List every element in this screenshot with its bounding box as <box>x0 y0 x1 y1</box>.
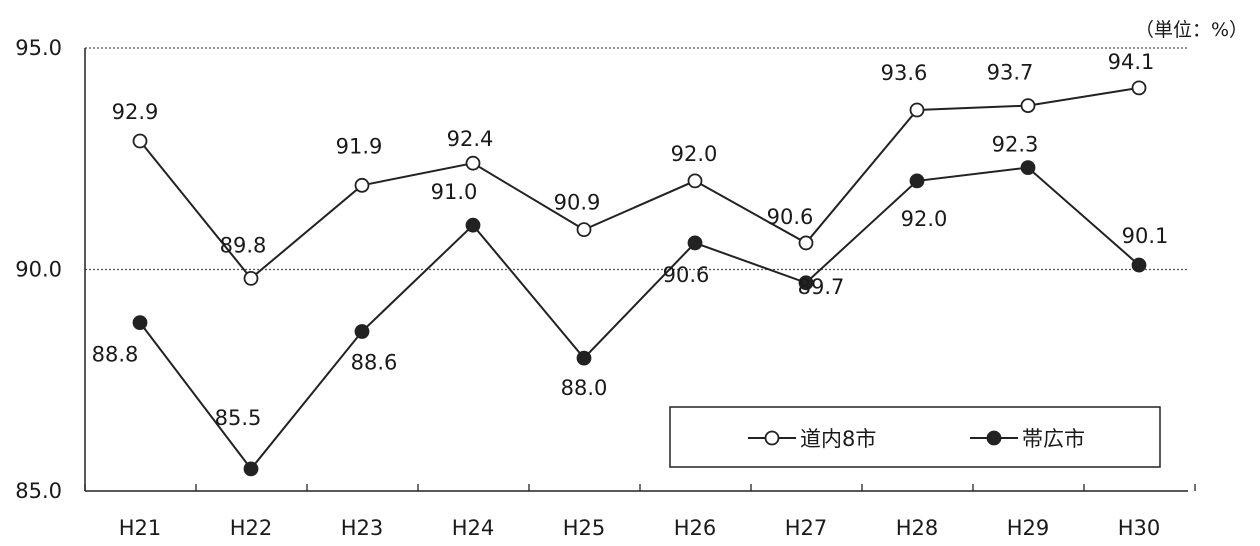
legend-marker-filled <box>986 430 1002 446</box>
x-tick-label: H27 <box>785 516 828 540</box>
data-label-dounai-8shi: 90.6 <box>767 205 814 229</box>
data-label-obihiro: 89.7 <box>798 275 845 299</box>
series-dounai-8shi <box>132 80 1147 286</box>
point-marker-open <box>1131 80 1147 96</box>
point-marker-open <box>576 222 592 238</box>
point-marker-open <box>909 102 925 118</box>
data-label-dounai-8shi: 93.6 <box>881 61 928 85</box>
point-marker-open <box>465 155 481 171</box>
point-marker-filled <box>243 461 259 477</box>
data-label-obihiro: 85.5 <box>215 406 262 430</box>
series-obihiro <box>132 160 1147 477</box>
legend-label-dounai-8shi: 道内8市 <box>800 427 876 451</box>
point-marker-open <box>1020 98 1036 113</box>
data-label-obihiro: 92.0 <box>901 207 948 231</box>
legend: 道内8市 帯広市 <box>669 406 1161 468</box>
data-label-obihiro: 90.1 <box>1122 224 1169 248</box>
series-line <box>139 86 1140 280</box>
legend-box <box>669 406 1161 468</box>
legend-label-obihiro: 帯広市 <box>1022 427 1085 451</box>
data-label-obihiro: 88.0 <box>561 376 608 400</box>
data-label-obihiro: 92.3 <box>992 133 1039 157</box>
series-group <box>132 80 1147 477</box>
x-tick-label: H26 <box>674 516 717 540</box>
data-label-obihiro: 88.8 <box>92 343 139 367</box>
data-label-obihiro: 91.0 <box>431 180 478 204</box>
point-marker-open <box>243 270 259 286</box>
unit-label: （単位：%） <box>1135 19 1248 41</box>
y-tick-label: 90.0 <box>15 258 62 282</box>
x-tick-label: H25 <box>563 516 606 540</box>
data-label-obihiro: 90.6 <box>663 263 710 287</box>
x-tick-label: H30 <box>1118 516 1161 540</box>
point-marker-filled <box>909 173 925 189</box>
data-label-dounai-8shi: 92.9 <box>112 100 159 124</box>
point-marker-open <box>132 133 148 149</box>
point-marker-filled <box>1020 160 1036 176</box>
point-marker-open <box>687 173 703 189</box>
point-marker-filled <box>132 315 148 331</box>
y-tick-label: 95.0 <box>15 36 62 60</box>
data-label-obihiro: 88.6 <box>351 351 398 375</box>
point-marker-filled <box>465 217 481 233</box>
point-marker-filled <box>576 350 592 366</box>
x-tick-label: H23 <box>341 516 384 540</box>
x-tick-label: H21 <box>119 516 162 540</box>
legend-marker-open <box>764 430 780 446</box>
data-label-dounai-8shi: 92.4 <box>447 127 494 151</box>
axes: 85.0 90.0 95.0 H21 H22 H23 H24 H25 H26 H27 H28 H29 H… <box>15 36 1196 540</box>
data-label-dounai-8shi: 90.9 <box>554 191 601 215</box>
x-tick-label: H28 <box>896 516 939 540</box>
x-tick-label: H24 <box>452 516 495 540</box>
x-tick-label: H29 <box>1007 516 1050 540</box>
data-labels: 92.9 89.8 91.9 92.4 90.9 92.0 90.6 93.6 93.7 94.1… <box>92 50 1169 430</box>
data-label-dounai-8shi: 89.8 <box>220 233 267 257</box>
point-marker-filled <box>687 235 703 251</box>
point-marker-filled <box>1131 257 1147 273</box>
point-marker-open <box>798 235 814 251</box>
y-tick-label: 85.0 <box>15 479 62 503</box>
data-label-dounai-8shi: 91.9 <box>336 134 383 158</box>
point-marker-open <box>354 177 370 193</box>
series-line <box>139 166 1140 471</box>
x-tick-label: H22 <box>230 516 273 540</box>
data-label-dounai-8shi: 92.0 <box>671 142 718 166</box>
data-label-dounai-8shi: 94.1 <box>1108 50 1155 74</box>
data-label-dounai-8shi: 93.7 <box>987 61 1034 85</box>
point-marker-filled <box>798 275 814 291</box>
point-marker-filled <box>354 324 370 339</box>
